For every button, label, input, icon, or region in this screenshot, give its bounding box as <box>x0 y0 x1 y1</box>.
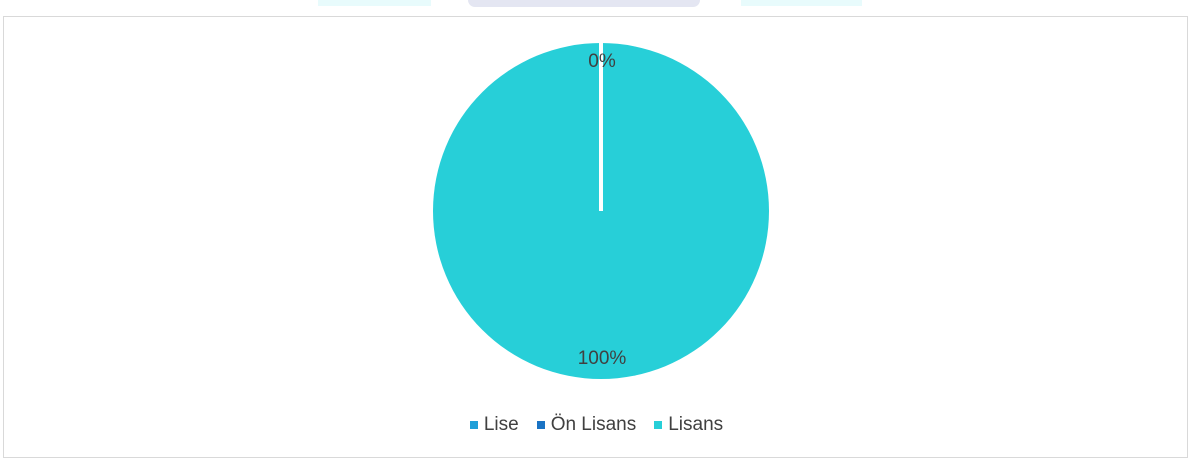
legend-item-lisans: Lisans <box>654 414 723 436</box>
legend-label-lisans: Lisans <box>668 414 724 435</box>
legend: Lise Ön Lisans Lisans <box>4 414 1189 436</box>
legend-label-on-lisans: Ön Lisans <box>550 414 637 435</box>
pie-chart: 0% 100% <box>433 43 769 379</box>
chart-frame: 0% 100% Lise Ön Lisans Lisans <box>3 16 1188 458</box>
legend-swatch-on-lisans <box>536 421 545 429</box>
pie-slices <box>433 43 769 379</box>
legend-swatch-lise <box>469 421 478 429</box>
decorative-band-right <box>741 0 862 6</box>
data-label-zero: 0% <box>588 51 616 72</box>
legend-item-lise: Lise <box>469 414 519 436</box>
data-label-lisans: 100% <box>578 348 627 369</box>
decorative-band-center <box>468 0 700 7</box>
legend-label-lise: Lise <box>483 414 519 435</box>
decorative-band-left <box>318 0 431 6</box>
legend-swatch-lisans <box>654 421 663 429</box>
legend-item-on-lisans: Ön Lisans <box>536 414 637 436</box>
